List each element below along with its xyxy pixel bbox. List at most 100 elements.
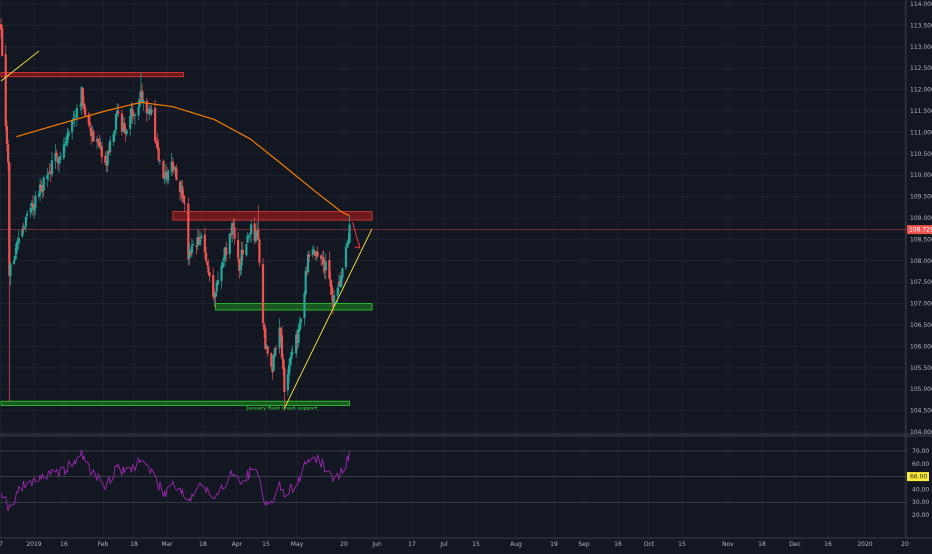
candle-body [241,250,244,255]
candle-body [170,161,173,172]
candle-body [296,334,299,342]
candle-body [8,162,11,276]
candle-body [258,239,261,263]
candle-body [196,237,199,246]
candle-body [240,249,243,266]
candle-body [187,203,190,260]
grid-lines [0,0,906,538]
support-zone [0,400,350,406]
candle-body [311,249,314,256]
candle-body [341,268,344,278]
candle-body [206,261,209,266]
price-tick-label: 105.500 [910,365,932,372]
time-tick-label: 2020 [857,541,872,548]
candle-body [89,127,93,136]
candle-body [120,113,124,132]
candle-body [108,140,112,152]
candle-body [81,87,84,105]
candle-body [82,103,86,109]
trendline [283,228,373,409]
candle-body [280,335,284,358]
price-tick-label: 108.000 [910,258,932,265]
candle-body [306,254,310,272]
candle-body [189,251,192,255]
time-tick-label: Oct [644,541,655,548]
candle-body [175,168,178,181]
projection-arrowhead [354,242,361,249]
candle-body [197,237,201,244]
candle-body [100,145,103,158]
price-tick-label: 113.500 [910,22,932,29]
candle-body [221,262,224,268]
candle-body [282,358,285,369]
candle-body [191,244,195,246]
candle-body [12,260,16,264]
candle-body [107,150,110,153]
candle-body [295,334,298,354]
time-tick-label: 15 [472,541,480,548]
candle-body [88,122,92,126]
candle-body [133,114,137,117]
candles [0,18,351,411]
price-tick-label: 104.000 [910,429,932,436]
candle-body [56,157,60,164]
candle-body [330,285,333,295]
candle-body [322,256,325,265]
candle-body [257,229,260,241]
candle-body [162,161,165,179]
candle-body [79,105,82,107]
time-tick-label: Jun [371,541,382,548]
candle-body [65,142,68,146]
candle-body [286,373,289,391]
candle-body [333,295,336,306]
current-price-tag: 108.729 [909,227,932,234]
candle-body [97,138,100,144]
candle-body [21,229,24,237]
time-tick-label: 18 [199,541,207,548]
candle-body [87,114,90,124]
candle-body [165,172,169,180]
candle-body [72,118,75,120]
time-tick-label: 15 [678,541,686,548]
price-tick-label: 114.000 [910,1,932,8]
candle-body [48,171,51,173]
candle-body [223,247,227,259]
candle-body [315,252,318,256]
candle-body [273,348,276,357]
candle-body [248,234,252,236]
candle-body [183,203,186,205]
candle-body [264,328,267,349]
time-tick-label: Jul [439,541,448,548]
candle-body [254,231,257,242]
candle-body [312,249,316,251]
candle-body [41,189,44,192]
candle-body [66,136,69,144]
candle-body [266,346,269,354]
candle-body [238,258,241,271]
candle-body [314,251,317,256]
candle-body [255,231,259,233]
candle-body [229,233,233,234]
candle-body [114,113,118,130]
time-tick-label: 19 [550,541,558,548]
candle-body [139,91,142,98]
candle-body [22,227,25,229]
candle-body [222,257,225,261]
time-tick-label: 20 [901,541,909,548]
candle-body [84,107,87,116]
candle-body [34,195,37,208]
candle-body [278,327,281,349]
candle-body [157,147,160,161]
candle-body [225,247,228,255]
candle-body [336,287,339,296]
time-tick-label: 15 [262,541,270,548]
time-tick-label: Mar [161,541,173,548]
candle-body [272,355,275,371]
rsi-line [0,449,350,512]
candle-body [323,266,326,272]
rsi-pane: 70.00 60.00 40.00 30.00 20.00 66.00 [0,448,929,519]
candle-body [319,255,323,259]
candle-body [321,256,324,258]
time-tick-label: 16 [60,541,68,548]
price-tick-label: 106.000 [910,343,932,350]
